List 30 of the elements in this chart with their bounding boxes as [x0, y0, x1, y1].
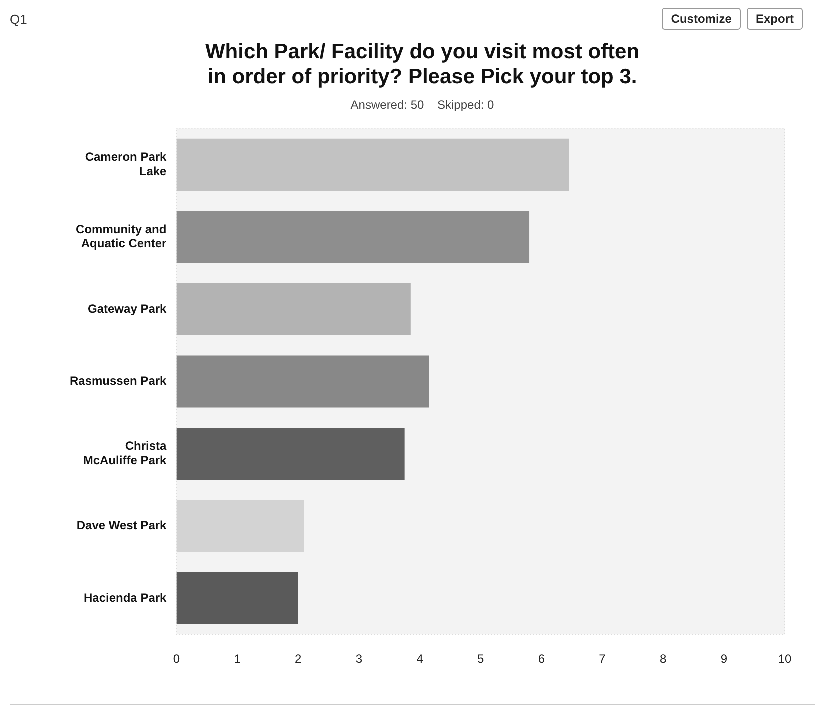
text: Export	[746, 8, 803, 30]
y-tick-label: Christa McAuliffe Park	[83, 439, 168, 468]
x-tick-label: 7	[599, 652, 606, 666]
bar	[176, 138, 570, 191]
y-tick-label: Cameron Park Lake	[85, 150, 168, 178]
y-tick-label: Dave West Park	[76, 518, 168, 533]
x-tick-label: 3	[356, 652, 363, 666]
bar	[176, 283, 411, 336]
y-tick-label: Community and Aquatic Center	[76, 222, 168, 251]
x-tick-label: 2	[295, 652, 302, 666]
x-tick-label: 5	[478, 652, 485, 666]
x-tick-label: 9	[720, 652, 728, 666]
bar	[176, 428, 405, 480]
text: in order of priority? Please Pick your top 3.	[208, 66, 638, 89]
text: Customize	[662, 8, 741, 30]
y-tick-label: Gateway Park	[88, 302, 168, 316]
chart-subtitle: Answered: 50 Skipped: 0	[350, 98, 495, 112]
bar	[176, 211, 530, 264]
x-tick-label: 0	[173, 652, 180, 666]
text: Which Park/ Facility do you visit most often	[205, 40, 640, 64]
text: Q1	[10, 12, 28, 27]
x-tick-label: 4	[416, 652, 424, 666]
y-tick-label: Hacienda Park	[84, 590, 168, 605]
x-tick-label: 6	[538, 652, 546, 666]
bar	[176, 356, 430, 408]
y-tick-label: Rasmussen Park	[70, 374, 168, 388]
x-tick-label: 1	[234, 652, 242, 666]
x-tick-label: 8	[660, 652, 667, 666]
x-tick-label: 10	[778, 652, 792, 666]
bar	[176, 572, 298, 624]
